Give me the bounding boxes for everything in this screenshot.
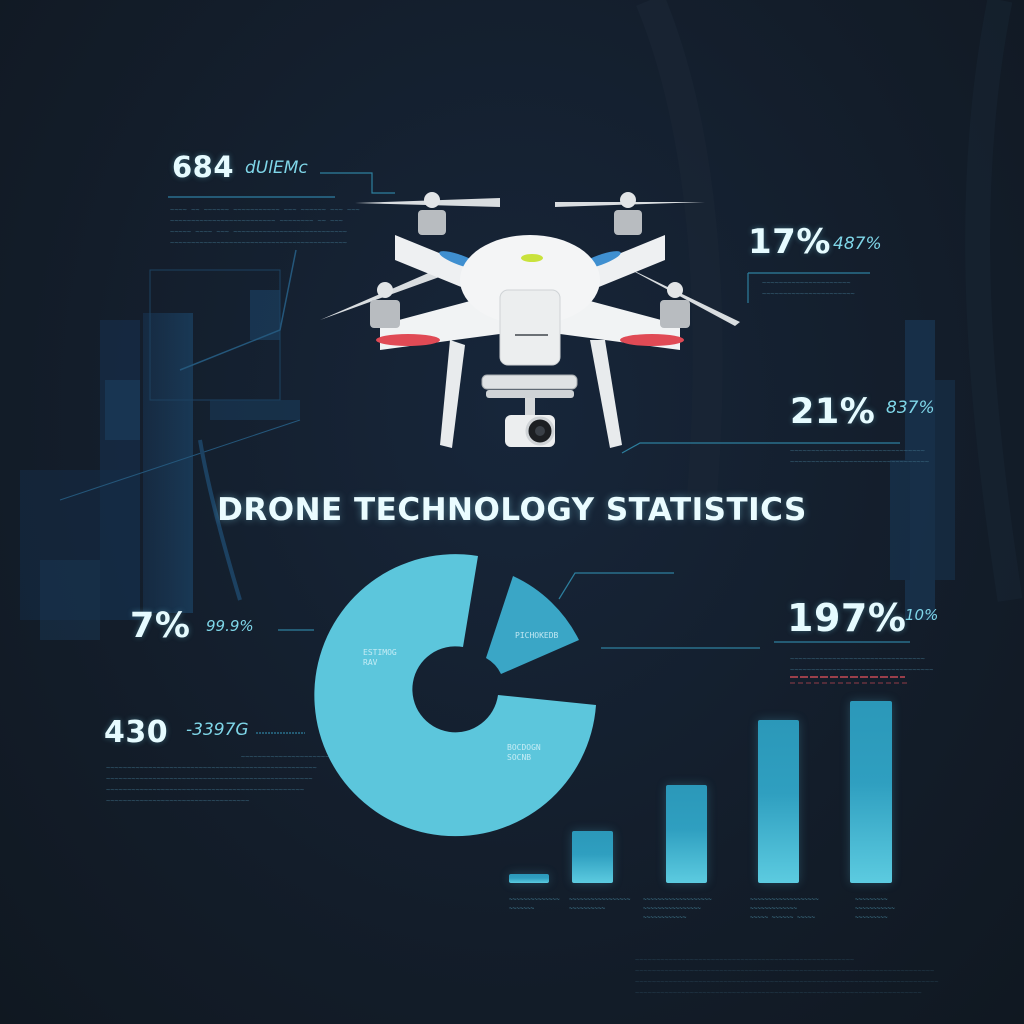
stat-mid-right-caption: ~~~~~~~~~~~~~~~~~~~~~~~~~~~~~~~~ ~~~~~~~…	[790, 447, 930, 466]
page-title: DRONE TECHNOLOGY STATISTICS	[217, 492, 807, 528]
stat-left-upper-sub: 99.9%	[206, 617, 254, 635]
pie-label-exploded: PICHOKEDB	[515, 631, 559, 640]
stat-right-lower-value: 197%	[787, 596, 907, 640]
stat-left-lower-caption: ~~~~~~~~~~~~~~~~~~~~~~~~~~ ~~~~~~~~~~~~~…	[106, 753, 351, 805]
footer-text: ~~~~~~~~~~~~~~~~~~~~~~~~~~~~~~~~~~~~~~~~…	[635, 956, 939, 997]
stat-left-lower-sub: -3397G	[186, 720, 249, 740]
bar-5-label: ~~~~~~~~~ ~~~~~~~~~~~ ~~~~~~~~~	[855, 896, 895, 921]
stat-right-lower-sub: 10%	[905, 606, 939, 624]
donut-chart	[314, 554, 596, 837]
bar-2-label: ~~~~~~~~~~~~~~~~~ ~~~~~~~~~~	[569, 896, 631, 912]
stat-top-left-sub: dUlEMc	[245, 158, 308, 178]
stat-top-right-caption: ~~~~~~~~~~~~~~~~~~~~~ ~~~~~~~~~~~~~~~~~~…	[762, 279, 855, 298]
stat-left-lower-value: 430	[104, 715, 169, 750]
bar-4-label: ~~~~~~~~~~~~~~~~~~~ ~~~~~~~~~~~~~ ~~~~~ ~~…	[750, 896, 819, 921]
stat-top-left-value: 684	[172, 150, 235, 184]
bar-3-label: ~~~~~~~~~~~~~~~~~~~ ~~~~~~~~~~~~~~~~ ~~~~~…	[643, 896, 712, 921]
bar-1[interactable]	[509, 874, 549, 883]
stat-top-left-caption: ~~~~ ~~ ~~~~~~ ~~~~~~~~~~~ ~~~ ~~~~~~ ~~…	[170, 206, 360, 247]
stat-right-lower-caption: ~~~~~~~~~~~~~~~~~~~~~~~~~~~~~~~~ ~~~~~~~…	[790, 655, 934, 674]
donut-slice-large[interactable]	[314, 554, 596, 837]
drone-illustration	[320, 192, 740, 448]
bar-3[interactable]	[666, 785, 707, 883]
stat-mid-right-sub: 837%	[886, 398, 935, 418]
bar-4[interactable]	[758, 720, 799, 883]
pie-label-lower: BOCDOGN SOCNB	[507, 743, 541, 762]
donut-slice-exploded[interactable]	[486, 576, 579, 674]
stat-mid-right-value: 21%	[790, 392, 876, 432]
bar-1-label: ~~~~~~~~~~~~~~ ~~~~~~~	[509, 896, 560, 912]
pie-label-large: ESTIMOG RAV	[363, 648, 397, 667]
bar-2[interactable]	[572, 831, 613, 883]
stat-top-right-value: 17%	[748, 222, 831, 262]
stat-left-upper-value: 7%	[130, 606, 191, 646]
stat-top-right-sub: 487%	[833, 234, 882, 254]
bar-5[interactable]	[850, 701, 892, 883]
